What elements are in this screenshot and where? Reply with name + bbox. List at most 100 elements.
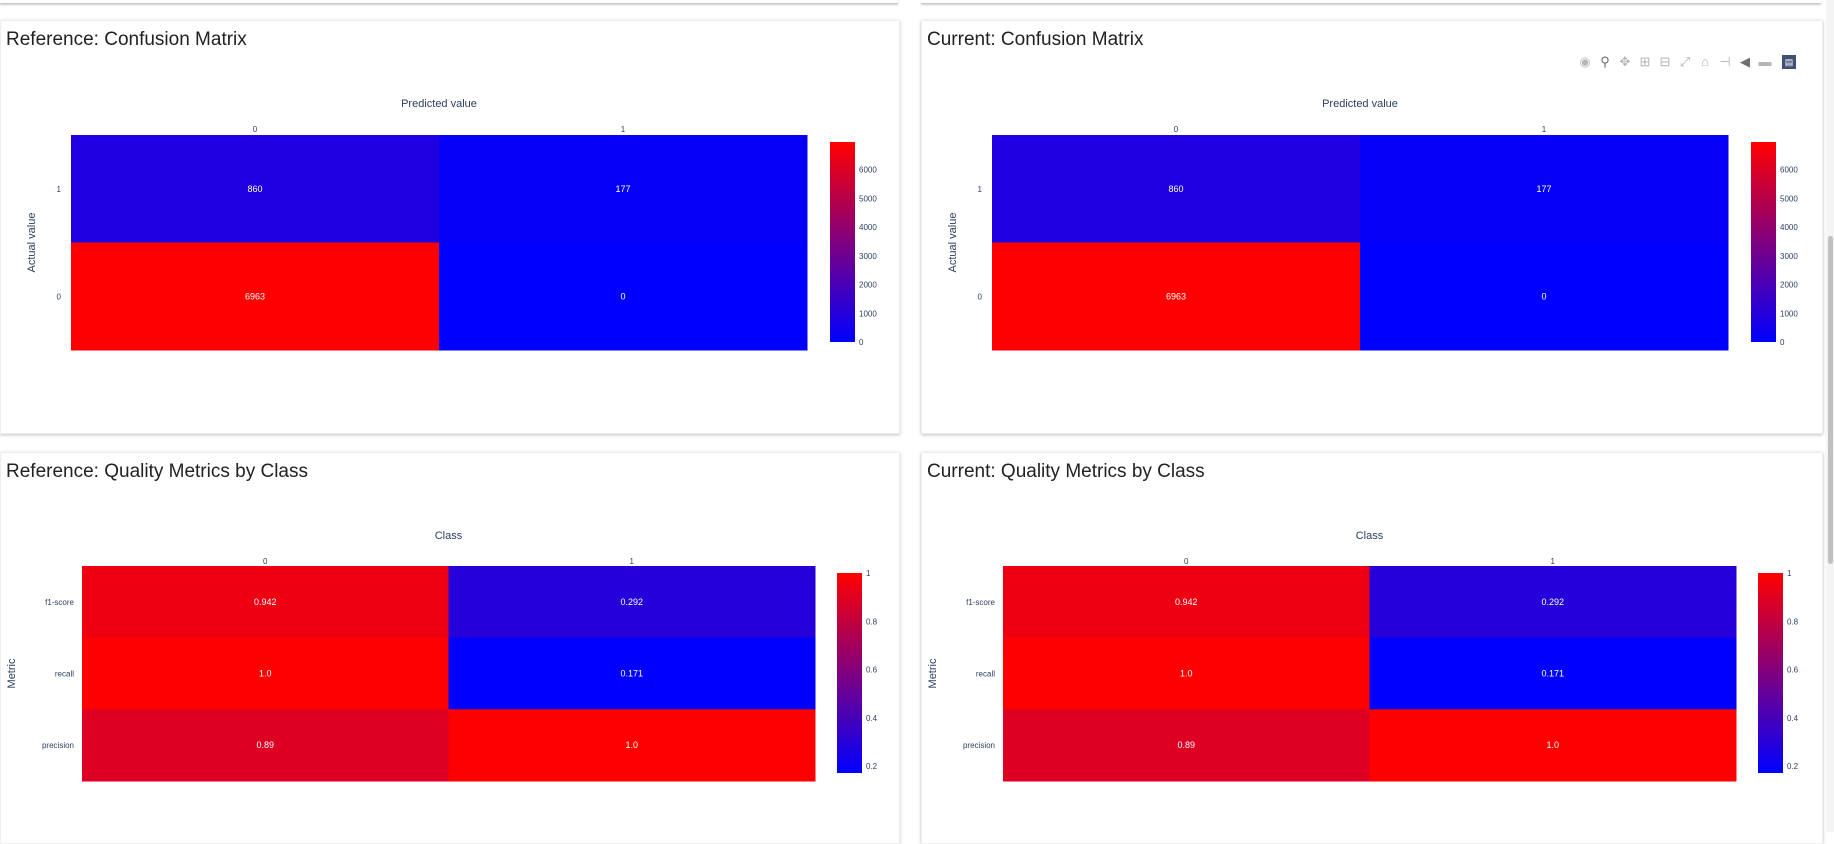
colorbar-tick-label: 4000 — [1780, 223, 1798, 232]
cell-value-label: 0.89 — [256, 740, 274, 750]
heatmap-cell — [448, 637, 816, 710]
x-axis-title: Class — [435, 530, 463, 542]
panel-title: Reference: Confusion Matrix — [6, 29, 247, 50]
zoom-out-icon[interactable]: ⊟ — [1659, 54, 1671, 69]
colorbar-tick-label: 5000 — [1780, 194, 1798, 203]
heatmap-cell — [439, 242, 808, 351]
heatmap-cell — [1003, 637, 1370, 710]
colorbar — [837, 573, 862, 773]
heatmap-cell — [82, 637, 449, 710]
confusion-matrix-heatmap[interactable]: 860 177 6963 0 Predicted value 0 1 1 0 Actual val… — [1, 21, 899, 433]
colorbar-tick-label: 1 — [866, 569, 871, 578]
colorbar-tick-label: 3000 — [1780, 252, 1798, 261]
hover-closest-icon[interactable]: ◀ — [1740, 54, 1750, 69]
y-tick-label: f1-score — [966, 598, 995, 607]
heatmap-cell — [992, 135, 1361, 243]
x-tick-label: 1 — [1551, 557, 1556, 566]
cell-value-label: 6963 — [1166, 291, 1186, 301]
heatmap-cell — [1369, 709, 1737, 782]
cell-value-label: 0.171 — [620, 669, 643, 679]
y-tick-label: precision — [963, 741, 995, 750]
colorbar — [1758, 573, 1783, 773]
colorbar-tick-label: 0.2 — [1787, 762, 1799, 771]
cell-value-label: 1.0 — [259, 669, 272, 679]
page-scrollbar-thumb[interactable] — [1828, 236, 1833, 564]
x-tick-label: 0 — [1174, 125, 1179, 134]
heatmap-cell — [1360, 242, 1729, 351]
pan-icon[interactable]: ✥ — [1619, 54, 1631, 69]
y-tick-label: 1 — [978, 185, 983, 194]
heatmap-cell — [82, 566, 449, 639]
cell-value-label: 0.292 — [620, 597, 643, 607]
colorbar-tick-label: 0.8 — [866, 617, 878, 626]
heatmap-cell — [1003, 566, 1370, 639]
cell-value-label: 1.0 — [625, 740, 638, 750]
cell-value-label: 0.292 — [1541, 597, 1564, 607]
colorbar-tick-label: 4000 — [859, 223, 877, 232]
colorbar-tick-label: 0.2 — [866, 762, 878, 771]
x-axis-title: Class — [1356, 530, 1384, 542]
heatmap-cell — [1369, 637, 1737, 710]
cell-value-label: 860 — [1168, 184, 1183, 194]
cell-value-label: 0.942 — [254, 597, 277, 607]
plotly-logo-icon[interactable]: ▤ — [1782, 55, 1796, 69]
colorbar-tick-label: 0.6 — [1787, 666, 1799, 675]
y-tick-label: 0 — [978, 292, 983, 301]
reference-confusion-matrix-panel: Reference: Confusion Matrix 860 177 6963 0 P… — [0, 20, 900, 434]
colorbar-tick-label: 6000 — [1780, 166, 1798, 175]
heatmap-cell — [82, 709, 449, 782]
cell-value-label: 0.942 — [1175, 597, 1198, 607]
confusion-matrix-heatmap[interactable]: 860 177 6963 0 Predicted value 0 1 1 0 Actual val… — [922, 21, 1822, 433]
y-tick-label: 0 — [57, 292, 62, 301]
previous-panel-bottom-edge — [921, 0, 1821, 4]
camera-icon[interactable]: ◉ — [1579, 54, 1591, 69]
spike-lines-icon[interactable]: ⊣ — [1719, 54, 1731, 69]
heatmap-cell — [1360, 135, 1729, 243]
panel-title: Reference: Quality Metrics by Class — [6, 461, 308, 482]
panel-title: Current: Quality Metrics by Class — [927, 461, 1205, 482]
colorbar-tick-label: 1000 — [859, 309, 877, 318]
x-tick-label: 1 — [1542, 125, 1547, 134]
y-axis-title: Metric — [6, 658, 18, 688]
previous-panel-bottom-edge — [0, 0, 898, 4]
x-tick-label: 1 — [630, 557, 635, 566]
colorbar-tick-label: 2000 — [859, 281, 877, 290]
zoom-icon[interactable]: ⚲ — [1600, 54, 1610, 69]
hover-compare-icon[interactable]: ▬ — [1758, 54, 1772, 69]
y-axis-title: Actual value — [26, 213, 38, 273]
autoscale-icon[interactable]: ⤢ — [1679, 54, 1691, 69]
cell-value-label: 860 — [247, 184, 262, 194]
y-tick-label: precision — [42, 741, 74, 750]
cell-value-label: 1.0 — [1180, 669, 1193, 679]
colorbar-tick-label: 5000 — [859, 194, 877, 203]
y-axis-title: Metric — [927, 658, 939, 688]
y-tick-label: recall — [976, 670, 995, 679]
quality-metrics-heatmap[interactable]: 0.942 0.292 1.0 0.171 0.89 1.0 Class 0 1 f1-score… — [922, 453, 1822, 843]
heatmap-cell — [439, 135, 808, 243]
reference-quality-metrics-panel: Reference: Quality Metrics by Class 0.94… — [0, 452, 900, 844]
colorbar-tick-label: 0 — [1780, 338, 1785, 347]
colorbar-tick-label: 1 — [1787, 569, 1792, 578]
colorbar-tick-label: 0.8 — [1787, 617, 1799, 626]
y-axis-title: Actual value — [947, 213, 959, 273]
x-tick-label: 0 — [1184, 557, 1189, 566]
cell-value-label: 0.171 — [1541, 669, 1564, 679]
heatmap-cell — [71, 242, 440, 351]
colorbar-tick-label: 2000 — [1780, 281, 1798, 290]
x-axis-title: Predicted value — [401, 98, 477, 110]
cell-value-label: 0 — [620, 291, 625, 301]
x-tick-label: 0 — [253, 125, 258, 134]
colorbar-tick-label: 0.4 — [866, 714, 878, 723]
cell-value-label: 177 — [1536, 184, 1551, 194]
colorbar-tick-label: 3000 — [859, 252, 877, 261]
quality-metrics-heatmap[interactable]: 0.942 0.292 1.0 0.171 0.89 1.0 Class 0 1 f1-score… — [1, 453, 899, 843]
colorbar-tick-label: 0 — [859, 338, 864, 347]
current-quality-metrics-panel: Current: Quality Metrics by Class 0.942 0… — [921, 452, 1823, 844]
zoom-in-icon[interactable]: ⊞ — [1639, 54, 1651, 69]
colorbar — [830, 142, 855, 342]
cell-value-label: 177 — [615, 184, 630, 194]
reset-axes-icon[interactable]: ⌂ — [1701, 54, 1709, 69]
x-tick-label: 0 — [263, 557, 268, 566]
heatmap-cell — [71, 135, 440, 243]
colorbar-tick-label: 0.6 — [866, 666, 878, 675]
